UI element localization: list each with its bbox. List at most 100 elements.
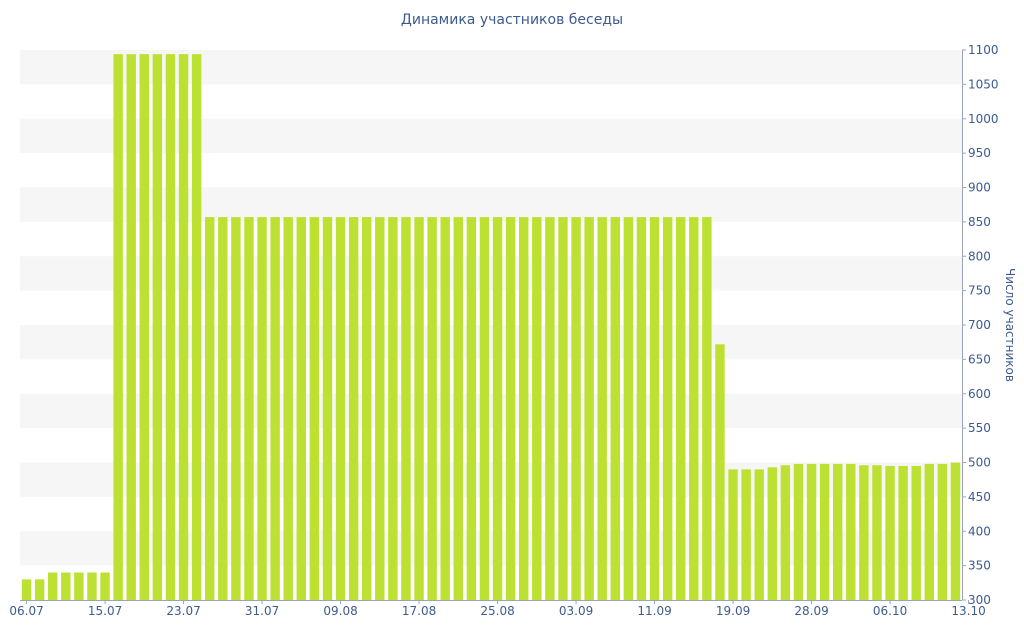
bar[interactable] xyxy=(244,217,254,600)
bar[interactable] xyxy=(218,217,228,600)
bar[interactable] xyxy=(885,465,895,600)
bar[interactable] xyxy=(924,463,935,600)
bar[interactable] xyxy=(675,217,686,600)
bar[interactable] xyxy=(270,217,280,600)
bar[interactable] xyxy=(34,579,45,600)
bar[interactable] xyxy=(937,463,948,600)
y-tick-label: 550 xyxy=(968,421,991,435)
bar[interactable] xyxy=(780,465,791,600)
bar[interactable] xyxy=(518,217,529,600)
x-tick-label: 31.07 xyxy=(245,604,279,618)
bar[interactable] xyxy=(178,54,189,600)
grid-band xyxy=(20,118,962,154)
bar[interactable] xyxy=(584,217,594,600)
y-tick-label: 350 xyxy=(968,559,991,573)
bar[interactable] xyxy=(453,217,464,600)
x-tick-label: 09.08 xyxy=(323,604,357,618)
bar[interactable] xyxy=(872,465,882,600)
bar[interactable] xyxy=(689,217,699,600)
bar[interactable] xyxy=(715,344,725,600)
bar[interactable] xyxy=(113,54,123,600)
x-tick-label: 06.07 xyxy=(9,604,43,618)
bar[interactable] xyxy=(479,217,490,600)
bar[interactable] xyxy=(309,217,320,600)
y-tick-label: 300 xyxy=(968,593,991,607)
bar[interactable] xyxy=(126,54,136,600)
y-tick-label: 750 xyxy=(968,284,991,298)
y-axis-title: Число участников xyxy=(1003,268,1017,382)
bar[interactable] xyxy=(440,217,450,600)
bar[interactable] xyxy=(741,469,751,600)
bar[interactable] xyxy=(191,54,202,600)
bar[interactable] xyxy=(702,217,712,600)
x-tick-label: 13.10 xyxy=(951,604,985,618)
bar[interactable] xyxy=(793,463,804,600)
bar[interactable] xyxy=(296,217,307,600)
bar[interactable] xyxy=(283,217,293,600)
bar[interactable] xyxy=(414,217,424,600)
bar-series xyxy=(21,54,961,601)
y-tick-label: 600 xyxy=(968,387,991,401)
y-tick-label: 400 xyxy=(968,524,991,538)
bar[interactable] xyxy=(231,217,241,600)
bar[interactable] xyxy=(204,217,215,600)
y-tick-label: 450 xyxy=(968,490,991,504)
bar[interactable] xyxy=(767,467,778,600)
bar[interactable] xyxy=(636,217,647,600)
bar[interactable] xyxy=(532,217,542,600)
bar[interactable] xyxy=(832,463,843,600)
x-tick-label: 23.07 xyxy=(166,604,200,618)
x-tick-label: 11.09 xyxy=(637,604,671,618)
bar[interactable] xyxy=(806,463,817,600)
bar[interactable] xyxy=(152,54,163,600)
bar[interactable] xyxy=(61,572,71,601)
bar[interactable] xyxy=(47,572,58,601)
bar[interactable] xyxy=(662,217,673,600)
x-tick-label: 17.08 xyxy=(402,604,436,618)
y-tick-label: 1100 xyxy=(968,43,999,57)
bar[interactable] xyxy=(492,217,503,600)
bar[interactable] xyxy=(571,217,581,600)
bar[interactable] xyxy=(427,217,437,600)
bar[interactable] xyxy=(322,217,333,600)
bar[interactable] xyxy=(361,217,372,600)
bar[interactable] xyxy=(558,217,568,600)
bar[interactable] xyxy=(401,217,411,600)
bar[interactable] xyxy=(610,217,621,600)
y-tick-label: 800 xyxy=(968,249,991,263)
bar[interactable] xyxy=(388,217,398,600)
bar[interactable] xyxy=(348,217,359,600)
bar[interactable] xyxy=(649,217,660,600)
bar[interactable] xyxy=(846,463,856,600)
bar[interactable] xyxy=(87,572,97,601)
grid-band xyxy=(20,325,962,360)
y-tick-label: 1000 xyxy=(968,112,999,126)
x-tick-label: 03.09 xyxy=(559,604,593,618)
bar[interactable] xyxy=(74,572,84,601)
x-tick-label: 06.10 xyxy=(873,604,907,618)
bar[interactable] xyxy=(375,217,385,600)
bar[interactable] xyxy=(728,469,738,600)
bar[interactable] xyxy=(623,217,634,600)
grid-band xyxy=(20,393,962,429)
bar[interactable] xyxy=(545,217,555,600)
bar[interactable] xyxy=(898,465,908,600)
bar[interactable] xyxy=(911,465,921,600)
bar[interactable] xyxy=(597,217,607,600)
bar[interactable] xyxy=(505,217,516,600)
bar[interactable] xyxy=(819,463,830,600)
chart-title: Динамика участников беседы xyxy=(400,12,624,28)
grid-band xyxy=(20,462,962,497)
bar[interactable] xyxy=(754,469,764,600)
bar[interactable] xyxy=(100,572,110,601)
bar[interactable] xyxy=(335,217,346,600)
bar[interactable] xyxy=(859,465,869,600)
y-tick-labels: 300 350 400 450 500 550 600 650 700 750 800 850 900 9… xyxy=(962,43,999,607)
bar[interactable] xyxy=(21,579,32,600)
bar[interactable] xyxy=(950,462,961,601)
y-tick-label: 650 xyxy=(968,352,991,366)
bar[interactable] xyxy=(466,217,477,600)
bar[interactable] xyxy=(139,54,150,600)
bar[interactable] xyxy=(257,217,267,600)
bar[interactable] xyxy=(165,54,176,600)
